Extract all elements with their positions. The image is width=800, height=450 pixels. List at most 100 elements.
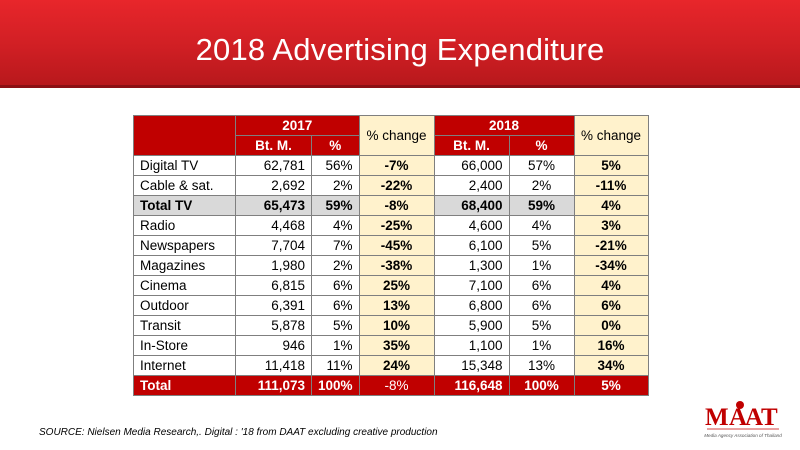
value-2018: 6,100: [433, 235, 510, 256]
share-2018: 1%: [508, 255, 575, 276]
table-row: Magazines 1,980 2% -38% 1,300 1% -34%: [133, 255, 649, 276]
table-row: In-Store 946 1% 35% 1,100 1% 16%: [133, 335, 649, 356]
table-body: Digital TV 62,781 56% -7% 66,000 57% 5% Cable &…: [133, 155, 649, 396]
share-2017: 2%: [311, 175, 360, 196]
change-2017: -8%: [358, 375, 435, 396]
svg-text:Media Agency Association of Th: Media Agency Association of Thailand: [704, 433, 782, 438]
header-pct-2017: %: [311, 135, 360, 156]
share-2018: 4%: [508, 215, 575, 236]
row-label: Newspapers: [133, 235, 236, 256]
svg-text:A: A: [745, 404, 763, 431]
row-label: Magazines: [133, 255, 236, 276]
change-2018: 5%: [573, 155, 649, 176]
value-2017: 2,692: [235, 175, 312, 196]
change-2018: -21%: [573, 235, 649, 256]
header-row-years: 2017 % change 2018 % change: [133, 115, 649, 156]
svg-text:M: M: [705, 404, 729, 431]
row-label: Internet: [133, 355, 236, 376]
table-row: Cable & sat. 2,692 2% -22% 2,400 2% -11%: [133, 175, 649, 196]
change-2018: 34%: [573, 355, 649, 376]
share-2018: 2%: [508, 175, 575, 196]
share-2018: 13%: [508, 355, 575, 376]
row-label: Outdoor: [133, 295, 236, 316]
row-label: In-Store: [133, 335, 236, 356]
table-row: Outdoor 6,391 6% 13% 6,800 6% 6%: [133, 295, 649, 316]
svg-text:T: T: [761, 404, 778, 431]
value-2018: 1,300: [433, 255, 510, 276]
row-label: Digital TV: [133, 155, 236, 176]
change-2018: -11%: [573, 175, 649, 196]
page-title: 2018 Advertising Expenditure: [195, 32, 605, 67]
share-2018: 59%: [508, 195, 575, 216]
value-2017: 62,781: [235, 155, 312, 176]
change-2018: 0%: [573, 315, 649, 336]
share-2018: 6%: [508, 295, 575, 316]
share-2017: 7%: [311, 235, 360, 256]
share-2018: 6%: [508, 275, 575, 296]
share-2018: 1%: [508, 335, 575, 356]
table-row: Total 111,073 100% -8% 116,648 100% 5%: [133, 375, 649, 396]
header-year-2017: 2017: [235, 115, 360, 136]
value-2017: 11,418: [235, 355, 312, 376]
header-row-units: Bt. M. % Bt. M. %: [134, 135, 649, 156]
header-year-2018: 2018: [433, 115, 575, 136]
share-2018: 5%: [508, 315, 575, 336]
share-2017: 4%: [311, 215, 360, 236]
source-note: SOURCE: Nielsen Media Research,. Digital…: [39, 427, 438, 438]
value-2017: 111,073: [235, 375, 312, 396]
value-2018: 15,348: [433, 355, 510, 376]
share-2017: 6%: [311, 275, 360, 296]
share-2017: 2%: [311, 255, 360, 276]
change-2017: -45%: [358, 235, 435, 256]
share-2017: 100%: [311, 375, 360, 396]
value-2018: 66,000: [433, 155, 510, 176]
svg-text:A: A: [729, 404, 747, 431]
table-row: Internet 11,418 11% 24% 15,348 13% 34%: [133, 355, 649, 376]
table-row: Digital TV 62,781 56% -7% 66,000 57% 5%: [133, 155, 649, 176]
row-label: Radio: [133, 215, 236, 236]
change-2018: 4%: [573, 195, 649, 216]
value-2017: 6,815: [235, 275, 312, 296]
value-2017: 5,878: [235, 315, 312, 336]
header-blank: [133, 115, 236, 156]
value-2017: 7,704: [235, 235, 312, 256]
share-2018: 5%: [508, 235, 575, 256]
table-row: Newspapers 7,704 7% -45% 6,100 5% -21%: [133, 235, 649, 256]
value-2018: 6,800: [433, 295, 510, 316]
change-2017: -25%: [358, 215, 435, 236]
header-amount-2017: Bt. M.: [235, 135, 312, 156]
row-label: Total TV: [133, 195, 236, 216]
title-banner: 2018 Advertising Expenditure: [0, 0, 800, 88]
change-2018: 3%: [573, 215, 649, 236]
row-label: Transit: [133, 315, 236, 336]
change-2018: -34%: [573, 255, 649, 276]
share-2018: 100%: [508, 375, 575, 396]
share-2017: 6%: [311, 295, 360, 316]
value-2018: 7,100: [433, 275, 510, 296]
change-2018: 6%: [573, 295, 649, 316]
change-2017: 13%: [358, 295, 435, 316]
value-2017: 946: [235, 335, 312, 356]
value-2017: 6,391: [235, 295, 312, 316]
value-2018: 5,900: [433, 315, 510, 336]
share-2018: 57%: [508, 155, 575, 176]
table-row: Transit 5,878 5% 10% 5,900 5% 0%: [133, 315, 649, 336]
header-amount-2018: Bt. M.: [433, 135, 510, 156]
change-2018: 5%: [573, 375, 649, 396]
value-2018: 1,100: [433, 335, 510, 356]
value-2017: 4,468: [235, 215, 312, 236]
change-2017: -38%: [358, 255, 435, 276]
change-2017: -7%: [358, 155, 435, 176]
row-label: Total: [133, 375, 236, 396]
maat-logo: M A A T Media Agency Association of Thai…: [703, 398, 783, 444]
header-pct-2018: %: [508, 135, 575, 156]
change-2017: 25%: [358, 275, 435, 296]
table-row: Radio 4,468 4% -25% 4,600 4% 3%: [133, 215, 649, 236]
share-2017: 5%: [311, 315, 360, 336]
table-row: Total TV 65,473 59% -8% 68,400 59% 4%: [133, 195, 649, 216]
header-change-2017: % change: [358, 115, 435, 156]
row-label: Cable & sat.: [133, 175, 236, 196]
change-2018: 4%: [573, 275, 649, 296]
share-2017: 1%: [311, 335, 360, 356]
change-2017: -22%: [358, 175, 435, 196]
